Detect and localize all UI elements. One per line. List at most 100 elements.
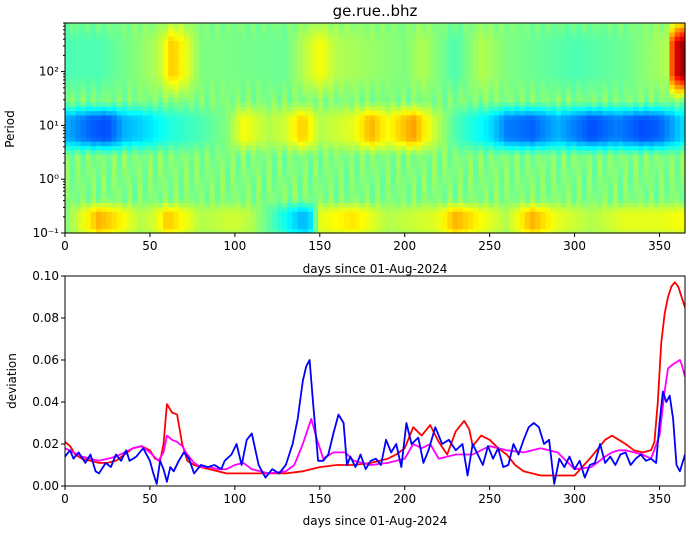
heatmap-cell: [395, 23, 402, 28]
heatmap-cell: [431, 158, 438, 164]
heatmap-cell: [194, 23, 200, 28]
heatmap-cell: [199, 119, 206, 125]
heatmap-cell: [338, 202, 345, 208]
heatmap-cell: [499, 97, 505, 103]
heatmap-cell: [230, 71, 237, 77]
heatmap-cell: [359, 211, 366, 217]
heatmap-cell: [359, 215, 366, 221]
heatmap-cell: [519, 88, 526, 94]
heatmap-cell: [592, 149, 598, 155]
heatmap-cell: [499, 110, 505, 116]
heatmap-cell: [106, 53, 113, 59]
heatmap-cell: [106, 123, 113, 129]
heatmap-cell: [235, 189, 242, 195]
heatmap-cell: [421, 176, 428, 182]
heatmap-cell: [173, 184, 180, 190]
heatmap-cell: [101, 27, 107, 33]
heatmap-cell: [509, 71, 516, 77]
heatmap-cell: [152, 27, 159, 33]
heatmap-cell: [442, 44, 448, 50]
heatmap-cell: [437, 211, 443, 217]
heatmap-cell: [287, 93, 293, 98]
heatmap-cell: [592, 106, 598, 112]
heatmap-cell: [127, 136, 133, 142]
heatmap-cell: [535, 180, 541, 186]
heatmap-cell: [344, 84, 350, 90]
heatmap-cell: [189, 58, 195, 63]
heatmap-cell: [220, 198, 226, 203]
heatmap-cell: [478, 149, 485, 155]
heatmap-cell: [473, 71, 479, 77]
heatmap-cell: [209, 211, 216, 217]
heatmap-cell: [173, 101, 180, 107]
heatmap-cell: [540, 176, 547, 182]
heatmap-cell: [390, 23, 397, 28]
heatmap-cell: [411, 128, 417, 133]
heatmap-cell: [499, 23, 505, 28]
heatmap-cell: [530, 145, 536, 151]
heatmap-cell: [406, 119, 412, 125]
heatmap-cell: [292, 211, 299, 217]
heatmap-cell: [282, 193, 288, 199]
heatmap-cell: [101, 154, 107, 160]
heatmap-cell: [313, 149, 319, 155]
heatmap-cell: [437, 167, 443, 173]
heatmap-cell: [400, 224, 407, 230]
heatmap-cell: [111, 66, 118, 72]
heatmap-cell: [473, 44, 479, 50]
heatmap-cell: [183, 44, 190, 50]
heatmap-cell: [111, 198, 118, 203]
heatmap-cell: [390, 88, 397, 94]
heatmap-cell: [137, 27, 144, 33]
heatmap-cell: [214, 97, 221, 103]
heatmap-cell: [571, 219, 578, 225]
heatmap-cell: [406, 88, 412, 94]
heatmap-cell: [220, 58, 226, 63]
heatmap-cell: [550, 97, 557, 103]
heatmap-cell: [447, 145, 454, 151]
heatmap-cell: [214, 110, 221, 116]
heatmap-cell: [592, 53, 598, 59]
heatmap-cell: [328, 141, 335, 147]
heatmap-cell: [70, 171, 76, 177]
heatmap-cell: [147, 49, 154, 55]
heatmap-cell: [307, 66, 314, 72]
heatmap-cell: [406, 158, 412, 164]
heatmap-cell: [163, 176, 169, 182]
heatmap-cell: [307, 206, 314, 212]
heatmap-cell: [571, 193, 578, 199]
heatmap-cell: [204, 145, 211, 151]
heatmap-cell: [127, 40, 133, 46]
heatmap-cell: [452, 119, 459, 125]
heatmap-cell: [116, 79, 123, 85]
heatmap-cell: [132, 163, 138, 168]
heatmap-cell: [385, 62, 392, 68]
heatmap-cell: [452, 31, 459, 37]
heatmap-cell: [220, 97, 226, 103]
heatmap-cell: [230, 23, 237, 28]
heatmap-cell: [313, 228, 319, 234]
heatmap-cell: [390, 184, 397, 190]
heatmap-cell: [571, 49, 578, 55]
heatmap-cell: [152, 180, 159, 186]
heatmap-cell: [369, 53, 376, 59]
heatmap-cell: [328, 132, 335, 138]
heatmap-cell: [400, 128, 407, 133]
heatmap-cell: [199, 62, 206, 68]
heatmap-cell: [530, 40, 536, 46]
heatmap-cell: [251, 163, 257, 168]
heatmap-cell: [586, 202, 593, 208]
heatmap-cell: [111, 128, 118, 133]
heatmap-cell: [426, 53, 433, 59]
heatmap-cell: [504, 158, 510, 164]
heatmap-cell: [390, 106, 397, 112]
heatmap-cell: [333, 114, 340, 120]
heatmap-cell: [597, 36, 603, 42]
heatmap-cell: [111, 219, 118, 225]
heatmap-cell: [282, 189, 288, 195]
heatmap-cell: [509, 79, 516, 85]
heatmap-cell: [116, 158, 123, 164]
heatmap-cell: [152, 53, 159, 59]
heatmap-cell: [576, 36, 583, 42]
heatmap-cell: [421, 224, 428, 230]
